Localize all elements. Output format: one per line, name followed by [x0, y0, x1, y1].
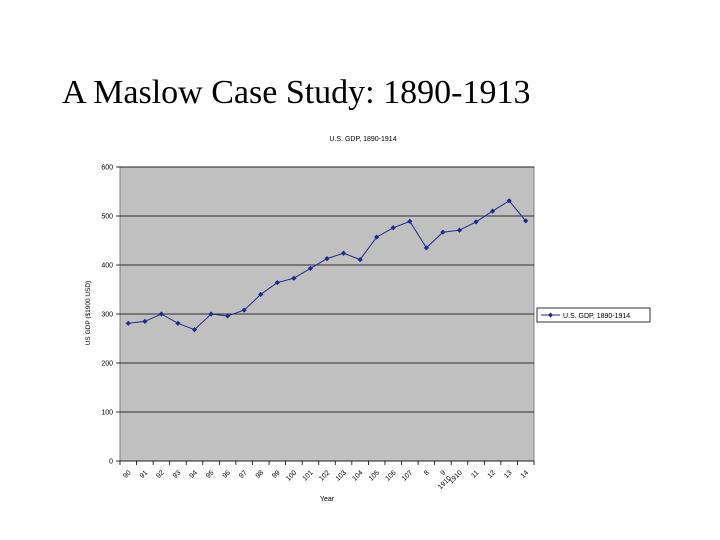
y-tick-label: 400	[101, 263, 113, 270]
legend: U.S. GDP, 1890-1914	[536, 307, 651, 323]
data-point	[291, 275, 297, 281]
y-axis-ticks: 0 100 200 300 400 500 600	[101, 165, 120, 466]
x-tick-label: 96	[222, 469, 233, 480]
y-tick-label: 100	[101, 410, 113, 417]
x-tick-label: 13	[503, 469, 514, 480]
x-tick-label: 98	[255, 469, 266, 480]
y-tick-label: 0	[109, 459, 113, 466]
x-tick-label: 11	[470, 469, 480, 479]
x-tick-label: 95	[205, 469, 216, 480]
data-point	[158, 311, 164, 317]
data-point	[506, 198, 512, 204]
data-point	[191, 327, 198, 333]
x-tick-label: 90	[122, 469, 133, 480]
data-point	[175, 320, 181, 326]
gridlines	[120, 166, 534, 413]
y-axis-label: US GDP ($1900 USD)	[85, 281, 92, 346]
data-point	[307, 265, 314, 272]
x-tick-label: 100	[285, 469, 298, 482]
legend-marker	[548, 312, 553, 318]
x-tick-label: 99	[271, 469, 282, 480]
y-tick-label: 500	[101, 214, 113, 221]
x-tick-label: 94	[188, 469, 199, 480]
x-tick-label: 105	[368, 469, 381, 482]
x-tick-label: 101	[302, 469, 315, 482]
data-point	[357, 257, 363, 263]
x-tick-label: 104	[351, 469, 364, 482]
data-point	[241, 307, 247, 313]
data-point	[490, 208, 496, 214]
data-point	[407, 218, 413, 224]
x-axis-ticks: 90 91 92 93 94 95 96 97 98 99 100 101 102 103 104 105 10…	[119, 460, 535, 491]
x-tick-label: 93	[172, 469, 183, 480]
data-point	[208, 311, 214, 317]
x-tick-label: 103	[335, 469, 348, 482]
data-point	[390, 225, 396, 231]
x-tick-label: 92	[155, 469, 166, 480]
data-point	[374, 234, 380, 240]
data-point	[324, 256, 330, 262]
data-point	[423, 245, 429, 251]
legend-box	[536, 307, 651, 323]
data-point	[456, 227, 463, 233]
data-point	[125, 320, 131, 326]
x-tick-label: 12	[487, 469, 498, 480]
y-tick-label: 200	[101, 361, 113, 368]
x-tick-label: 91	[139, 469, 150, 480]
chart-title: U.S. GDP, 1890-1914	[329, 136, 396, 143]
x-tick-label: 106	[384, 469, 397, 482]
data-point	[225, 313, 231, 319]
y-tick-label: 600	[101, 165, 113, 172]
data-point	[440, 229, 446, 235]
data-point	[258, 291, 264, 297]
x-tick-label: 102	[318, 469, 331, 482]
data-point	[142, 318, 148, 324]
data-point	[523, 218, 529, 224]
data-point	[274, 280, 280, 286]
x-tick-label: 1910	[448, 469, 464, 485]
legend-label: U.S. GDP, 1890-1914	[563, 313, 630, 320]
slide-title: A Maslow Case Study: 1890-1913	[62, 74, 531, 111]
data-point	[473, 219, 479, 225]
x-tick-label: 14	[520, 469, 531, 480]
x-tick-label: 107	[401, 469, 414, 482]
y-tick-label: 300	[101, 312, 113, 319]
data-point	[340, 250, 347, 256]
series-markers	[125, 198, 529, 333]
x-tick-label: 8	[423, 469, 431, 477]
x-tick-label: 97	[238, 469, 249, 480]
x-axis-label: Year	[320, 496, 335, 503]
